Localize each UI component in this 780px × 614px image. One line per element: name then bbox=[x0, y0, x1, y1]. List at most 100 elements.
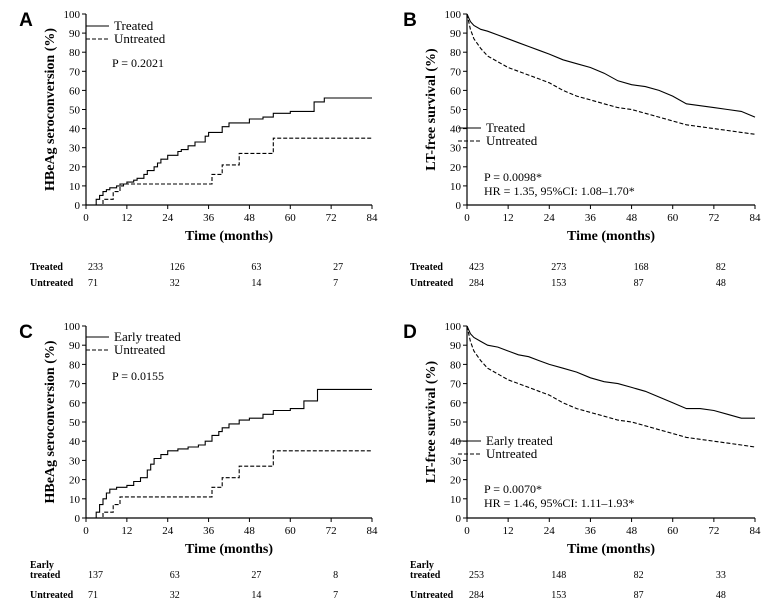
x-tick-label: 84 bbox=[367, 525, 379, 537]
y-tick-label: 30 bbox=[69, 455, 81, 467]
y-tick-label: 70 bbox=[69, 379, 81, 391]
panel-c: C 0 10 20 30 40 50 60 70 80 90 100 0 12 24 36 48 60 72 84 Ti… bbox=[19, 321, 378, 601]
y-axis-title: HBeAg seroconversion (%) bbox=[43, 340, 58, 503]
x-axis-title: Time (months) bbox=[185, 229, 273, 244]
risk-row-label: Untreated bbox=[410, 590, 454, 601]
risk-row-label: Treated bbox=[410, 262, 443, 273]
risk-value: 273 bbox=[551, 262, 566, 273]
legend-label: Early treated bbox=[114, 329, 181, 344]
x-tick-label: 0 bbox=[83, 525, 89, 537]
risk-value: 423 bbox=[469, 262, 484, 273]
y-tick-label: 40 bbox=[450, 436, 462, 448]
risk-value: 27 bbox=[333, 262, 343, 273]
risk-value: 48 bbox=[716, 590, 726, 601]
x-tick-label: 12 bbox=[503, 525, 514, 537]
risk-value: 87 bbox=[634, 590, 644, 601]
risk-row-label: treated bbox=[30, 570, 61, 581]
panel-letter: B bbox=[403, 10, 417, 31]
y-axis-title: HBeAg seroconversion (%) bbox=[43, 28, 58, 191]
panel-letter: C bbox=[19, 322, 33, 343]
risk-value: 32 bbox=[170, 590, 180, 601]
risk-row-label: Untreated bbox=[410, 278, 454, 289]
y-tick-label: 0 bbox=[456, 513, 462, 525]
x-tick-label: 72 bbox=[326, 525, 337, 537]
risk-value: 137 bbox=[88, 570, 103, 581]
p-value: P = 0.0098* bbox=[484, 170, 542, 184]
x-tick-label: 84 bbox=[750, 212, 762, 224]
risk-row-label: Treated bbox=[30, 262, 63, 273]
series-line-untreated bbox=[466, 325, 756, 448]
y-tick-label: 20 bbox=[450, 162, 462, 174]
panel-letter: A bbox=[19, 10, 33, 31]
x-tick-label: 72 bbox=[708, 525, 719, 537]
x-tick-label: 0 bbox=[464, 212, 470, 224]
y-tick-label: 80 bbox=[450, 47, 462, 59]
panel-a: A 0 10 20 30 40 50 60 70 80 90 100 0 12 24 36 48 60 72 84 Ti… bbox=[19, 9, 378, 289]
x-tick-label: 72 bbox=[708, 212, 719, 224]
y-tick-label: 50 bbox=[450, 105, 462, 117]
legend-label: Untreated bbox=[486, 133, 538, 148]
y-tick-label: 60 bbox=[69, 398, 81, 410]
risk-value: 14 bbox=[251, 590, 261, 601]
y-tick-label: 70 bbox=[450, 379, 462, 391]
y-tick-label: 80 bbox=[69, 47, 81, 59]
legend-label: Treated bbox=[114, 18, 154, 33]
x-axis-title: Time (months) bbox=[567, 542, 655, 557]
risk-value: 82 bbox=[634, 570, 644, 581]
x-tick-label: 84 bbox=[750, 525, 762, 537]
y-tick-label: 70 bbox=[69, 66, 81, 78]
y-tick-label: 70 bbox=[450, 66, 462, 78]
risk-value: 153 bbox=[551, 590, 566, 601]
risk-row-label: Early bbox=[410, 560, 434, 571]
risk-value: 63 bbox=[251, 262, 261, 273]
y-tick-label: 60 bbox=[450, 398, 462, 410]
hazard-ratio: HR = 1.46, 95%CI: 1.11–1.93* bbox=[484, 496, 634, 510]
risk-value: 148 bbox=[551, 570, 566, 581]
risk-row-label: Early bbox=[30, 560, 54, 571]
y-tick-label: 90 bbox=[450, 340, 462, 352]
panel-letter: D bbox=[403, 322, 417, 343]
y-tick-label: 20 bbox=[69, 162, 81, 174]
x-tick-label: 36 bbox=[203, 212, 215, 224]
x-tick-label: 48 bbox=[626, 212, 638, 224]
risk-row-label: Untreated bbox=[30, 590, 74, 601]
risk-value: 168 bbox=[634, 262, 649, 273]
y-tick-label: 0 bbox=[75, 200, 81, 212]
y-tick-label: 30 bbox=[69, 143, 81, 155]
x-tick-label: 12 bbox=[503, 212, 514, 224]
y-tick-label: 50 bbox=[69, 417, 81, 429]
risk-value: 284 bbox=[469, 278, 484, 289]
legend-label: Treated bbox=[486, 120, 526, 135]
risk-value: 233 bbox=[88, 262, 103, 273]
x-tick-label: 36 bbox=[585, 212, 597, 224]
risk-value: 33 bbox=[716, 570, 726, 581]
risk-value: 126 bbox=[170, 262, 185, 273]
y-tick-label: 40 bbox=[450, 124, 462, 136]
series-line-untreated bbox=[466, 13, 756, 135]
y-tick-label: 100 bbox=[445, 321, 462, 333]
x-tick-label: 36 bbox=[203, 525, 215, 537]
y-tick-label: 20 bbox=[69, 475, 81, 487]
panel-d: D 0 10 20 30 40 50 60 70 80 90 100 0 12 24 36 48 60 72 84 Ti… bbox=[403, 321, 761, 601]
x-tick-label: 60 bbox=[285, 525, 297, 537]
risk-value: 32 bbox=[170, 278, 180, 289]
x-axis-title: Time (months) bbox=[567, 229, 655, 244]
y-tick-label: 0 bbox=[75, 513, 81, 525]
x-tick-label: 48 bbox=[244, 212, 256, 224]
x-tick-label: 12 bbox=[121, 525, 132, 537]
panel-b: B 0 10 20 30 40 50 60 70 80 90 100 0 12 24 36 48 60 72 84 Ti… bbox=[403, 9, 761, 289]
x-tick-label: 24 bbox=[544, 212, 556, 224]
x-tick-label: 60 bbox=[667, 212, 679, 224]
y-tick-label: 40 bbox=[69, 436, 81, 448]
risk-value: 14 bbox=[251, 278, 261, 289]
x-tick-label: 72 bbox=[326, 212, 337, 224]
risk-value: 153 bbox=[551, 278, 566, 289]
y-tick-label: 0 bbox=[456, 200, 462, 212]
risk-value: 63 bbox=[170, 570, 180, 581]
risk-value: 7 bbox=[333, 590, 338, 601]
x-tick-label: 12 bbox=[121, 212, 132, 224]
risk-value: 48 bbox=[716, 278, 726, 289]
legend-label: Early treated bbox=[486, 433, 553, 448]
x-tick-label: 0 bbox=[83, 212, 89, 224]
